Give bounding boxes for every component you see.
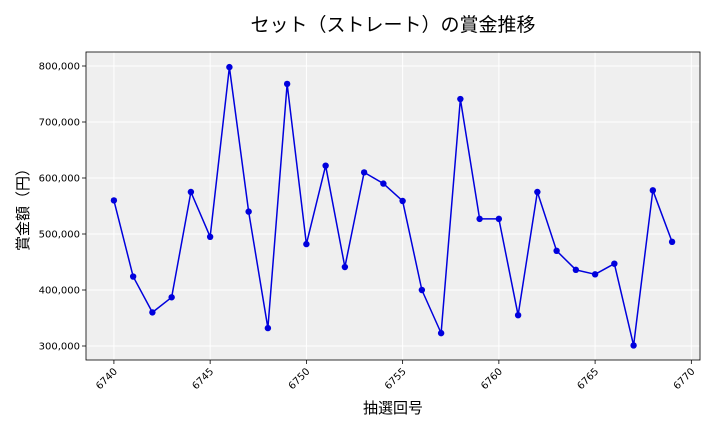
x-axis-title: 抽選回号: [363, 399, 423, 417]
series-line: [113, 66, 673, 347]
data-point: [360, 169, 368, 176]
grid-lines: [86, 52, 700, 360]
data-point: [457, 95, 464, 103]
x-tick-label: 6755: [383, 366, 409, 392]
data-point: [630, 342, 637, 349]
data-point: [168, 294, 175, 301]
y-tick-label: 300,000: [39, 342, 80, 353]
plot-frame: [85, 51, 701, 361]
data-point: [591, 271, 599, 278]
data-point: [418, 286, 426, 294]
x-tick-label: 6750: [287, 366, 313, 392]
data-point: [226, 63, 233, 71]
data-point: [303, 240, 310, 248]
data-point: [668, 238, 676, 246]
y-tick-label: 400,000: [39, 286, 80, 297]
data-point: [283, 80, 291, 88]
data-point: [399, 197, 406, 205]
data-point: [110, 197, 118, 204]
y-tick-label: 700,000: [39, 118, 80, 129]
data-point: [149, 309, 156, 316]
data-point: [245, 208, 252, 215]
data-point: [129, 273, 137, 280]
chart-title: セット（ストレート）の賞金推移: [250, 14, 535, 36]
data-point: [437, 329, 445, 337]
data-point: [534, 188, 541, 196]
x-tick-label: 6770: [672, 366, 698, 392]
data-point: [380, 180, 387, 187]
plot-area: [86, 52, 700, 360]
y-tick-label: 800,000: [39, 62, 80, 73]
data-point: [553, 247, 560, 254]
data-series: [110, 63, 676, 349]
data-point: [206, 233, 214, 240]
data-point: [264, 324, 272, 332]
x-tick-label: 6745: [190, 366, 216, 392]
data-point: [572, 266, 580, 274]
data-point: [649, 187, 657, 194]
data-point: [495, 215, 503, 223]
data-point: [341, 263, 349, 271]
data-point: [514, 312, 522, 319]
y-axis-title: 賞金額（円）: [14, 161, 32, 251]
x-tick-label: 6740: [94, 366, 120, 392]
y-tick-label: 500,000: [39, 230, 80, 241]
data-point: [476, 215, 483, 223]
data-point: [322, 162, 329, 169]
data-point: [187, 188, 195, 196]
data-point: [611, 260, 618, 267]
x-tick-label: 6765: [575, 366, 601, 392]
x-tick-label: 6760: [479, 366, 505, 392]
y-tick-label: 600,000: [39, 174, 80, 185]
